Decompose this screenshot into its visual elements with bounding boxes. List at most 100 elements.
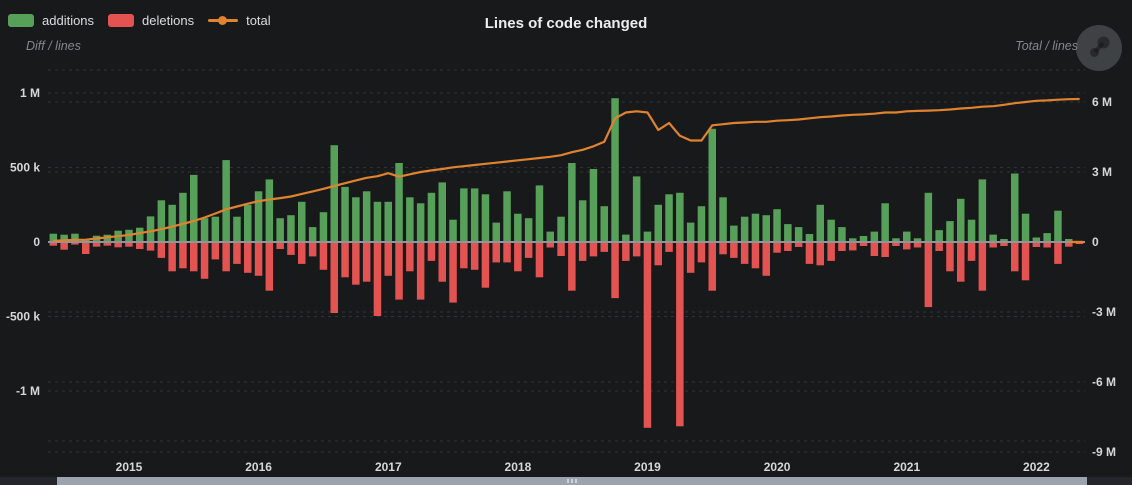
bar-deletions[interactable] [957,243,965,282]
bar-deletions[interactable] [244,243,252,273]
bar-additions[interactable] [719,197,727,242]
bar-deletions[interactable] [557,243,565,256]
bar-additions[interactable] [946,221,954,242]
bar-additions[interactable] [265,179,274,242]
bar-additions[interactable] [514,213,522,242]
bar-deletions[interactable] [1043,243,1051,248]
bar-additions[interactable] [190,174,198,242]
bar-deletions[interactable] [92,243,101,247]
bar-deletions[interactable] [481,243,490,288]
bar-deletions[interactable] [71,243,79,245]
bar-additions[interactable] [416,203,425,242]
bar-deletions[interactable] [946,243,954,272]
bar-additions[interactable] [654,204,663,243]
bar-additions[interactable] [179,192,187,242]
bar-deletions[interactable] [676,243,684,427]
bar-deletions[interactable] [589,243,598,257]
bar-deletions[interactable] [1021,243,1030,281]
bar-deletions[interactable] [114,243,122,248]
bar-additions[interactable] [330,145,339,242]
legend-item-deletions[interactable]: deletions [108,13,194,28]
bar-additions[interactable] [546,231,555,242]
bar-additions[interactable] [373,201,382,242]
bar-deletions[interactable] [503,243,511,263]
bar-deletions[interactable] [211,243,220,260]
bar-deletions[interactable] [254,243,263,276]
bar-additions[interactable] [524,218,533,242]
scrollbar-thumb[interactable] [57,477,1087,485]
bar-deletions[interactable] [438,243,447,282]
bar-additions[interactable] [784,224,792,242]
bar-additions[interactable] [470,188,479,242]
bar-additions[interactable] [816,204,825,243]
bar-additions[interactable] [859,236,868,242]
bar-additions[interactable] [708,128,717,242]
bar-deletions[interactable] [308,243,317,257]
bar-additions[interactable] [849,238,857,242]
bar-additions[interactable] [794,227,803,242]
bar-additions[interactable] [913,238,922,242]
bar-additions[interactable] [168,204,176,243]
bar-additions[interactable] [773,209,781,242]
bar-additions[interactable] [254,191,263,242]
bar-additions[interactable] [427,192,436,242]
bar-additions[interactable] [233,216,241,242]
bar-deletions[interactable] [578,243,587,261]
bar-additions[interactable] [341,186,349,242]
bar-additions[interactable] [935,230,943,242]
bar-deletions[interactable] [913,243,922,248]
bar-deletions[interactable] [935,243,943,251]
bar-additions[interactable] [589,169,598,242]
bar-deletions[interactable] [395,243,403,300]
bar-additions[interactable] [384,201,393,242]
bar-deletions[interactable] [136,243,144,249]
bar-deletions[interactable] [200,243,209,279]
bar-deletions[interactable] [1000,243,1008,246]
bar-additions[interactable] [740,216,749,242]
bar-deletions[interactable] [427,243,436,261]
bar-deletions[interactable] [794,243,803,247]
bar-deletions[interactable] [265,243,274,291]
bar-deletions[interactable] [125,243,133,247]
bar-additions[interactable] [136,227,144,242]
bar-additions[interactable] [449,219,457,242]
bar-deletions[interactable] [449,243,457,303]
bar-deletions[interactable] [287,243,295,255]
bar-additions[interactable] [352,197,360,242]
bar-additions[interactable] [686,222,695,242]
bar-deletions[interactable] [665,243,673,252]
bar-deletions[interactable] [978,243,987,291]
bar-deletions[interactable] [762,243,771,276]
bar-additions[interactable] [751,213,760,242]
bar-deletions[interactable] [190,243,198,272]
bar-additions[interactable] [611,98,619,242]
bar-deletions[interactable] [827,243,835,261]
bar-additions[interactable] [287,215,295,242]
bar-deletions[interactable] [881,243,889,257]
bar-additions[interactable] [870,231,879,242]
bar-deletions[interactable] [341,243,349,278]
bar-deletions[interactable] [967,243,976,261]
bar-additions[interactable] [157,200,166,242]
bar-deletions[interactable] [600,243,609,252]
bar-deletions[interactable] [989,243,997,248]
bar-additions[interactable] [568,163,576,242]
bar-additions[interactable] [1032,237,1041,243]
bar-additions[interactable] [643,231,652,242]
bar-deletions[interactable] [222,243,230,272]
bar-deletions[interactable] [838,243,846,251]
bar-additions[interactable] [1011,173,1019,243]
bar-additions[interactable] [438,182,447,242]
bar-additions[interactable] [276,218,284,242]
bar-deletions[interactable] [1075,243,1084,244]
bar-additions[interactable] [1000,239,1008,242]
legend-item-total[interactable]: total [208,13,271,28]
bar-deletions[interactable] [82,243,90,254]
bar-additions[interactable] [395,163,403,242]
bar-deletions[interactable] [524,243,533,258]
bar-deletions[interactable] [146,243,155,251]
bar-deletions[interactable] [330,243,339,313]
bar-additions[interactable] [665,194,673,242]
bar-additions[interactable] [406,197,414,242]
bar-deletions[interactable] [60,243,68,250]
